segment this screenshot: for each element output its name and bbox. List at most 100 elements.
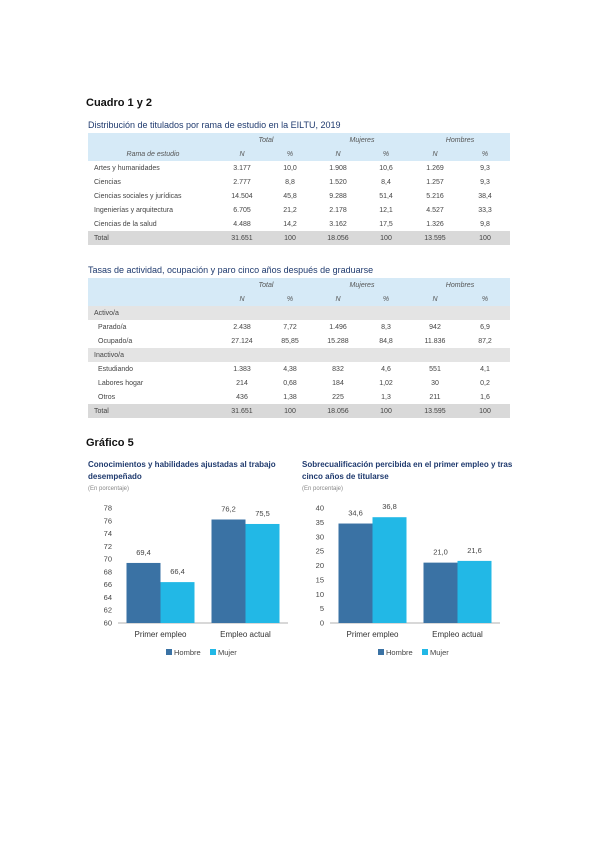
table-cell: 1,3 bbox=[381, 393, 391, 401]
table-cell: 9.288 bbox=[329, 192, 347, 200]
row-label: Parado/a bbox=[98, 323, 127, 331]
column-header: % bbox=[266, 147, 314, 161]
y-tick-label: 62 bbox=[104, 606, 112, 615]
y-tick-label: 78 bbox=[104, 504, 112, 513]
group-header-row: Total Mujeres Hombres bbox=[88, 278, 510, 292]
row-label: Ocupado/a bbox=[98, 337, 133, 345]
y-tick-label: 30 bbox=[316, 532, 324, 541]
data-label: 21,6 bbox=[467, 546, 482, 555]
data-label: 21,0 bbox=[433, 548, 448, 557]
table-cell: 15.288 bbox=[327, 337, 349, 345]
section-row: Inactivo/a bbox=[88, 348, 510, 362]
y-tick-label: 10 bbox=[316, 590, 324, 599]
table-cell: 33,3 bbox=[478, 206, 492, 214]
column-header: N bbox=[314, 292, 362, 306]
legend-label: Mujer bbox=[218, 648, 237, 657]
table-cell: 6.705 bbox=[233, 206, 251, 214]
column-header-row: Rama de estudio N% N% N% bbox=[88, 147, 510, 161]
legend-swatch bbox=[166, 649, 172, 655]
table-cell: 31.651 bbox=[218, 231, 266, 245]
y-tick-label: 64 bbox=[104, 593, 112, 602]
row-label: Ciencias sociales y jurídicas bbox=[94, 192, 182, 200]
table-cell: 1.520 bbox=[329, 178, 347, 186]
data-label: 36,8 bbox=[382, 502, 397, 511]
legend-swatch bbox=[422, 649, 428, 655]
section-label: Activo/a bbox=[88, 306, 510, 320]
group-header: Total bbox=[218, 278, 314, 292]
table-cell: 12,1 bbox=[379, 206, 393, 214]
table-row: Total 31.651 100 18.056 100 13.595 100 bbox=[88, 404, 510, 418]
legend-swatch bbox=[210, 649, 216, 655]
header-cell bbox=[88, 278, 218, 292]
data-label: 66,4 bbox=[170, 567, 185, 576]
y-tick-label: 66 bbox=[104, 580, 112, 589]
table-cell: 4.527 bbox=[426, 206, 444, 214]
column-header: % bbox=[362, 147, 410, 161]
section-row: Activo/a bbox=[88, 306, 510, 320]
table-row: Labores hogar 214 0,68 184 1,02 30 0,2 bbox=[88, 376, 510, 390]
group-header: Total bbox=[218, 133, 314, 147]
column-header: % bbox=[460, 292, 510, 306]
table-cell: 18.056 bbox=[314, 404, 362, 418]
section-label: Inactivo/a bbox=[88, 348, 510, 362]
y-tick-label: 68 bbox=[104, 567, 112, 576]
y-tick-label: 35 bbox=[316, 518, 324, 527]
section-heading-cuadros: Cuadro 1 y 2 bbox=[86, 97, 153, 109]
table-row: Ciencias de la salud 4.488 14,2 3.162 17,5 1.… bbox=[88, 217, 510, 231]
table-cell: 9,3 bbox=[480, 178, 490, 186]
column-header: N bbox=[314, 147, 362, 161]
table-cell: 942 bbox=[429, 323, 441, 331]
table-cell: 6,9 bbox=[480, 323, 490, 331]
table-cell: 30 bbox=[431, 379, 439, 387]
data-label: 34,6 bbox=[348, 509, 363, 518]
table-cell: 100 bbox=[266, 231, 314, 245]
row-label: Estudiando bbox=[98, 365, 134, 373]
table-row: Total 31.651 100 18.056 100 13.595 100 bbox=[88, 231, 510, 245]
table-cell: 100 bbox=[362, 404, 410, 418]
table-cell: 1.383 bbox=[233, 365, 251, 373]
legend-swatch bbox=[378, 649, 384, 655]
table-cell: 2.438 bbox=[233, 323, 251, 331]
table-cell: 4,1 bbox=[480, 365, 490, 373]
table-cell: 214 bbox=[236, 379, 248, 387]
table-cell: 4,6 bbox=[381, 365, 391, 373]
table-cell: 211 bbox=[429, 393, 441, 401]
column-header: N bbox=[410, 147, 460, 161]
table-cell: 5.216 bbox=[426, 192, 444, 200]
table-cell: 551 bbox=[429, 365, 441, 373]
table-cell: 3.177 bbox=[233, 164, 251, 172]
table-cell: 51,4 bbox=[379, 192, 393, 200]
group-header-row: Total Mujeres Hombres bbox=[88, 133, 510, 147]
table-cell: 31.651 bbox=[218, 404, 266, 418]
table-cell: 0,68 bbox=[283, 379, 297, 387]
table2-title: Tasas de actividad, ocupación y paro cin… bbox=[88, 265, 374, 275]
y-tick-label: 25 bbox=[316, 547, 324, 556]
row-label: Artes y humanidades bbox=[94, 164, 160, 172]
table-cell: 1.269 bbox=[426, 164, 444, 172]
table-cell: 2.178 bbox=[329, 206, 347, 214]
section-heading-grafico: Gráfico 5 bbox=[86, 437, 134, 449]
column-header: Rama de estudio bbox=[88, 147, 218, 161]
table-row: Parado/a 2.438 7,72 1.496 8,3 942 6,9 bbox=[88, 320, 510, 334]
chart2-title: Sobrecualificación percibida en el prime… bbox=[302, 460, 513, 481]
x-tick-label: Primer empleo bbox=[134, 630, 187, 639]
table-row: Ocupado/a 27.124 85,85 15.288 84,8 11.836 87,2 bbox=[88, 334, 510, 348]
table-cell: 1.496 bbox=[329, 323, 347, 331]
bar-hombre bbox=[126, 562, 161, 623]
y-tick-label: 74 bbox=[104, 529, 112, 538]
row-label: Ingenierías y arquitectura bbox=[94, 206, 173, 214]
table-cell: 100 bbox=[460, 231, 510, 245]
table-cell: 14,2 bbox=[283, 220, 297, 228]
table-cell: 1,38 bbox=[283, 393, 297, 401]
table-cell: 1.257 bbox=[426, 178, 444, 186]
column-header: % bbox=[362, 292, 410, 306]
table-cell: 18.056 bbox=[314, 231, 362, 245]
x-tick-label: Primer empleo bbox=[346, 630, 399, 639]
y-tick-label: 40 bbox=[316, 504, 324, 513]
table-cell: 11.836 bbox=[424, 337, 446, 345]
table1-title: Distribución de titulados por rama de es… bbox=[88, 120, 341, 130]
table-cell: 8,8 bbox=[285, 178, 295, 186]
table-cell: 17,5 bbox=[379, 220, 393, 228]
table-row: Ciencias sociales y jurídicas 14.504 45,8 9… bbox=[88, 189, 510, 203]
x-tick-label: Empleo actual bbox=[220, 630, 271, 639]
